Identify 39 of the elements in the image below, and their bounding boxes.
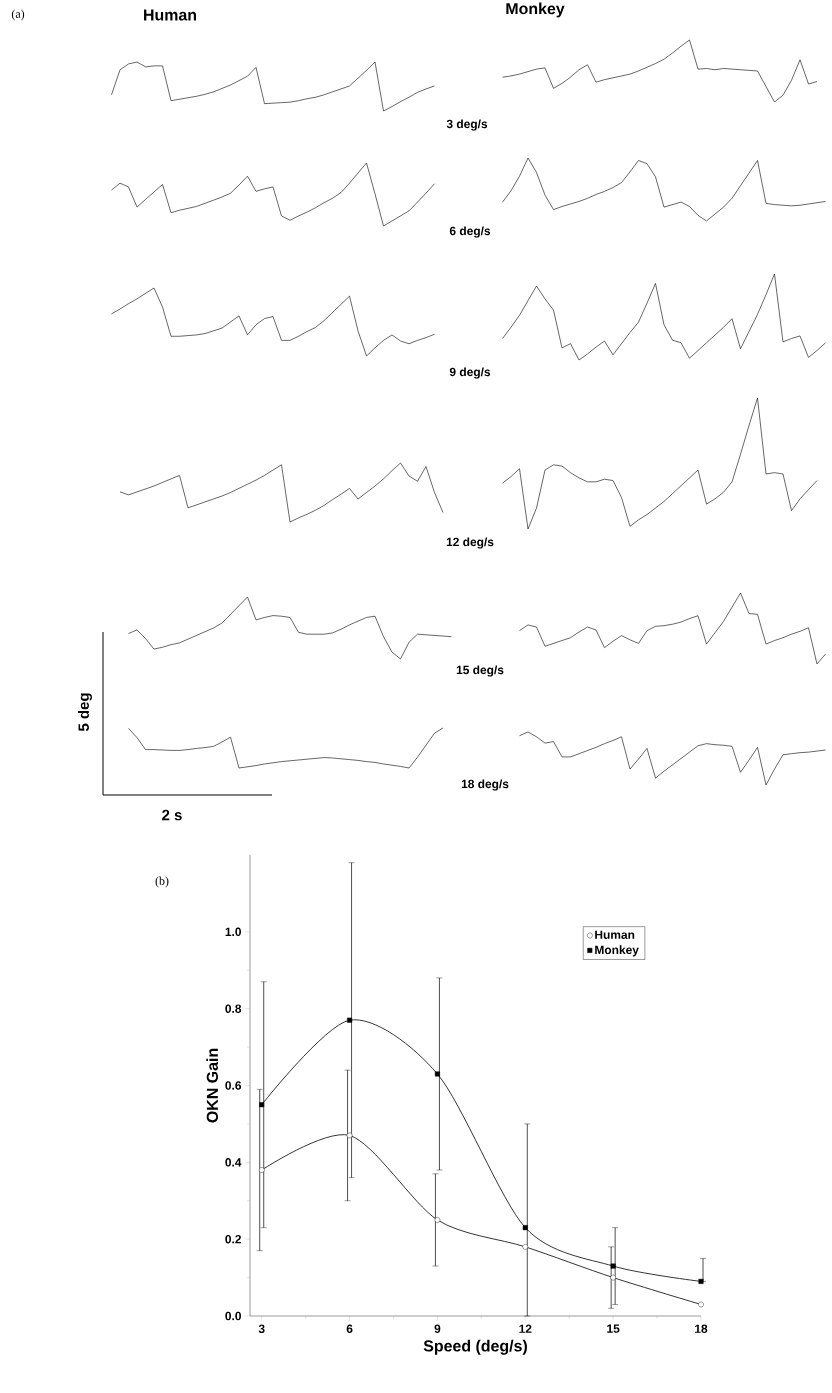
point: [522, 1244, 529, 1250]
point: [347, 1017, 353, 1023]
point: [434, 1217, 441, 1223]
point: [259, 1102, 265, 1108]
y-tick-label: 0.6: [225, 1081, 242, 1090]
x-tick-label: 18: [695, 1324, 708, 1333]
x-tick-label: 6: [346, 1324, 353, 1333]
x-axis-title: 12 deg/s: [446, 537, 494, 549]
point: [610, 1274, 616, 1281]
y-tick-label: 1.0: [225, 927, 241, 937]
point: [346, 1132, 353, 1139]
y-tick-label: 0.0: [225, 1311, 241, 1321]
point: [610, 1263, 616, 1269]
text: Human: [144, 9, 197, 21]
text: 2 s: [162, 809, 182, 821]
y-axis-title: OKN Gain: [206, 1048, 219, 1123]
text: (a): [11, 9, 25, 21]
point: [698, 1301, 704, 1308]
y-tick-label: 0.8: [225, 1004, 242, 1013]
point: [434, 1071, 440, 1077]
x-axis-title: 18 deg/s: [461, 779, 509, 791]
x-tick-label: 15: [607, 1324, 620, 1333]
x-axis-title: 3 deg/s: [446, 119, 488, 131]
y-tick-label: 0.2: [225, 1234, 242, 1244]
text: (b): [155, 876, 169, 888]
x-tick-label: 12: [519, 1324, 532, 1333]
x-axis-title: 15 deg/s: [456, 665, 504, 677]
x-axis-title: 9 deg/s: [449, 367, 491, 379]
y-tick-label: 0.4: [225, 1158, 242, 1167]
text: 5 deg: [78, 693, 92, 732]
x-axis-title: Speed (deg/s): [423, 1339, 527, 1355]
point: [258, 1167, 265, 1173]
legend-label: Monkey: [595, 945, 639, 957]
x-axis-title: 6 deg/s: [449, 226, 491, 238]
x-tick-label: 9: [434, 1324, 441, 1333]
text: Monkey: [506, 2, 565, 18]
x-tick-label: 3: [258, 1324, 265, 1334]
point: [522, 1225, 528, 1231]
legend-label: Human: [595, 930, 635, 939]
